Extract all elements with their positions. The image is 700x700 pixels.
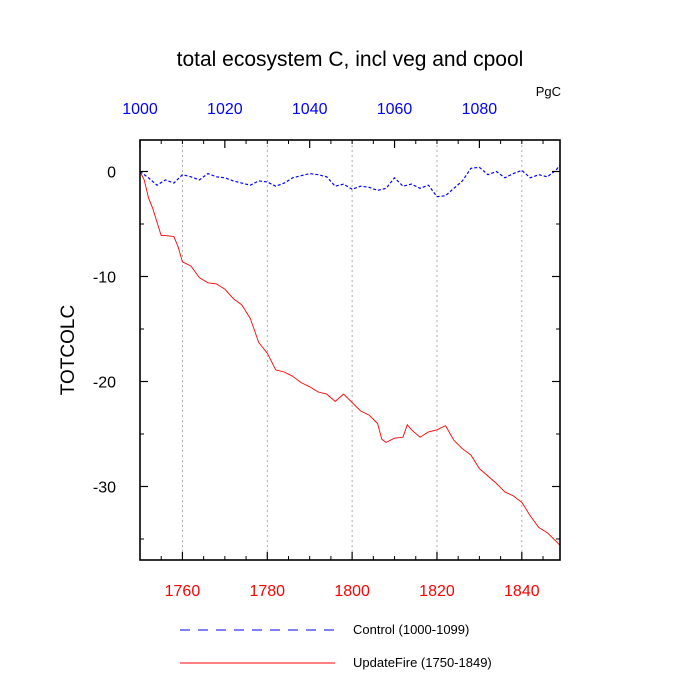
y-tick-label: 0 [107, 165, 116, 182]
x-bottom-tick-label: 1820 [419, 583, 455, 600]
y-tick-label: -30 [93, 480, 116, 497]
series-line-updatefire [139, 171, 561, 546]
y-axis-label: TOTCOLC [58, 305, 79, 395]
grid-lines [182, 140, 523, 560]
x-bottom-tick-label: 1840 [504, 583, 540, 600]
series-line-control [139, 164, 561, 198]
x-bottom-tick-label: 1780 [249, 583, 285, 600]
x-top-tick-label: 1040 [292, 101, 328, 118]
series-layer [139, 164, 561, 546]
y-tick-label: -10 [93, 270, 116, 287]
units-label: PgC [536, 84, 561, 99]
x-top-tick-label: 1000 [122, 101, 158, 118]
chart-title: total ecosystem C, incl veg and cpool [177, 48, 524, 71]
legend-label-updatefire: UpdateFire (1750-1849) [353, 655, 492, 670]
legend: Control (1000-1099) UpdateFire (1750-184… [180, 622, 492, 670]
legend-label-control: Control (1000-1099) [353, 622, 469, 637]
plot-frame [139, 139, 561, 561]
x-top-tick-label: 1080 [462, 101, 498, 118]
x-top-tick-label: 1060 [377, 101, 413, 118]
x-top-tick-label: 1020 [207, 101, 243, 118]
x-bottom-tick-label: 1760 [165, 583, 201, 600]
x-bottom-tick-label: 1800 [334, 583, 370, 600]
axis-ticks: 1760 1780 1800 1820 1840 1000 1020 1040 1060 1080… [93, 101, 560, 600]
y-tick-label: -20 [93, 375, 116, 392]
